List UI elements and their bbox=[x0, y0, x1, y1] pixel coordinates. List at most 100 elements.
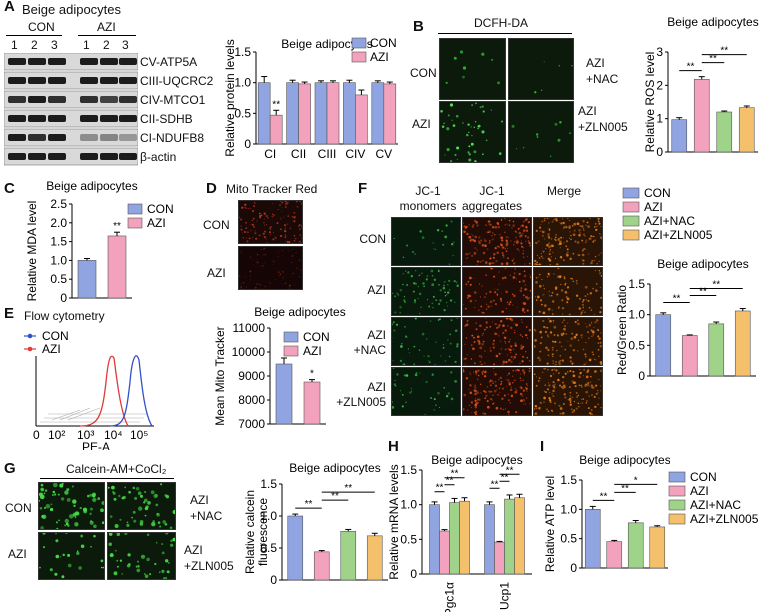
cell-spot bbox=[554, 340, 557, 344]
cell-spot bbox=[445, 81, 448, 84]
cell-spot bbox=[240, 251, 242, 253]
cell-spot bbox=[561, 387, 565, 390]
cell-spot bbox=[503, 246, 505, 248]
cell-spot bbox=[101, 501, 106, 505]
cell-spot bbox=[520, 380, 522, 382]
cell-spot bbox=[559, 407, 563, 410]
cell-spot bbox=[405, 374, 409, 377]
cell-spot bbox=[162, 520, 166, 524]
cell-spot bbox=[41, 514, 45, 519]
cell-spot bbox=[274, 236, 277, 240]
cell-spot bbox=[523, 372, 525, 374]
cell-spot bbox=[510, 345, 513, 348]
cell-spot bbox=[571, 411, 573, 414]
cell-spot bbox=[578, 229, 581, 232]
cell-spot bbox=[116, 559, 119, 562]
cell-spot bbox=[494, 380, 497, 383]
cell-spot bbox=[443, 280, 446, 283]
jc1-micrograph-grid bbox=[391, 217, 603, 417]
cell-spot bbox=[250, 230, 252, 231]
cell-spot bbox=[66, 488, 70, 492]
cell-spot bbox=[408, 352, 411, 354]
cell-spot bbox=[440, 355, 442, 357]
cell-spot bbox=[557, 378, 560, 382]
cell-spot bbox=[597, 342, 600, 345]
cell-spot bbox=[157, 521, 161, 524]
cell-spot bbox=[474, 247, 476, 249]
cell-spot bbox=[280, 218, 282, 220]
cell-spot bbox=[404, 301, 406, 303]
cell-spot bbox=[42, 531, 46, 535]
cell-spot bbox=[529, 296, 531, 298]
cell-spot bbox=[511, 227, 513, 229]
cell-spot bbox=[536, 133, 539, 136]
cell-spot bbox=[599, 311, 602, 314]
cell-spot bbox=[67, 563, 72, 568]
bar bbox=[287, 515, 304, 581]
cell-spot bbox=[553, 325, 557, 329]
cell-spot bbox=[572, 280, 575, 283]
group-underline-azi bbox=[78, 35, 136, 36]
legend-swatch bbox=[668, 485, 686, 497]
cell-spot bbox=[587, 407, 590, 410]
cell-spot bbox=[507, 257, 509, 260]
cell-spot bbox=[126, 523, 130, 527]
cell-spot bbox=[474, 398, 477, 400]
cell-spot bbox=[112, 491, 114, 493]
bar bbox=[484, 504, 495, 575]
bar bbox=[681, 335, 698, 377]
significance-label: ** bbox=[446, 476, 454, 487]
panel-e-letter: E bbox=[4, 305, 15, 322]
micrograph-calcein-azi bbox=[38, 531, 105, 580]
cell-spot bbox=[271, 213, 274, 215]
legend-swatch bbox=[283, 331, 299, 343]
cell-spot bbox=[565, 333, 568, 335]
cell-spot bbox=[52, 482, 58, 488]
cell-spot bbox=[552, 349, 554, 351]
cell-spot bbox=[144, 491, 146, 493]
cell-spot bbox=[405, 335, 408, 338]
cell-spot bbox=[433, 278, 437, 282]
cell-spot bbox=[549, 249, 552, 251]
cell-spot bbox=[508, 383, 511, 386]
cell-spot bbox=[600, 275, 603, 277]
cell-spot bbox=[285, 227, 287, 229]
cell-spot bbox=[278, 275, 280, 277]
cell-spot bbox=[450, 220, 453, 223]
bar bbox=[649, 526, 666, 569]
cell-spot bbox=[158, 571, 161, 574]
cell-spot bbox=[470, 142, 474, 146]
cell-spot bbox=[432, 306, 434, 309]
cell-spot bbox=[288, 287, 291, 289]
bar bbox=[449, 502, 460, 575]
cell-spot bbox=[80, 534, 84, 538]
cell-spot bbox=[491, 59, 493, 61]
cell-spot bbox=[543, 390, 546, 393]
cell-spot bbox=[518, 231, 522, 235]
cell-spot bbox=[562, 259, 565, 262]
cell-spot bbox=[439, 406, 441, 409]
cell-spot bbox=[38, 499, 41, 502]
cell-spot bbox=[589, 292, 593, 295]
cell-spot bbox=[146, 533, 150, 537]
cell-spot bbox=[548, 253, 551, 256]
cell-spot bbox=[591, 335, 593, 338]
cell-spot bbox=[499, 376, 502, 380]
blot-band bbox=[48, 153, 66, 160]
cell-spot bbox=[412, 290, 415, 293]
jc1-monomers-micrograph bbox=[391, 217, 461, 266]
cell-spot bbox=[572, 252, 575, 255]
cell-spot bbox=[164, 576, 168, 580]
cell-spot bbox=[562, 381, 564, 384]
cell-spot bbox=[548, 275, 550, 277]
cell-spot bbox=[489, 257, 492, 260]
cell-spot bbox=[583, 247, 586, 251]
cell-spot bbox=[49, 568, 53, 572]
cell-spot bbox=[493, 299, 495, 302]
cell-spot bbox=[491, 399, 493, 401]
cell-spot bbox=[76, 551, 80, 556]
cell-spot bbox=[577, 322, 580, 326]
cell-spot bbox=[572, 371, 574, 373]
cell-spot bbox=[522, 302, 526, 305]
cell-spot bbox=[470, 358, 473, 360]
